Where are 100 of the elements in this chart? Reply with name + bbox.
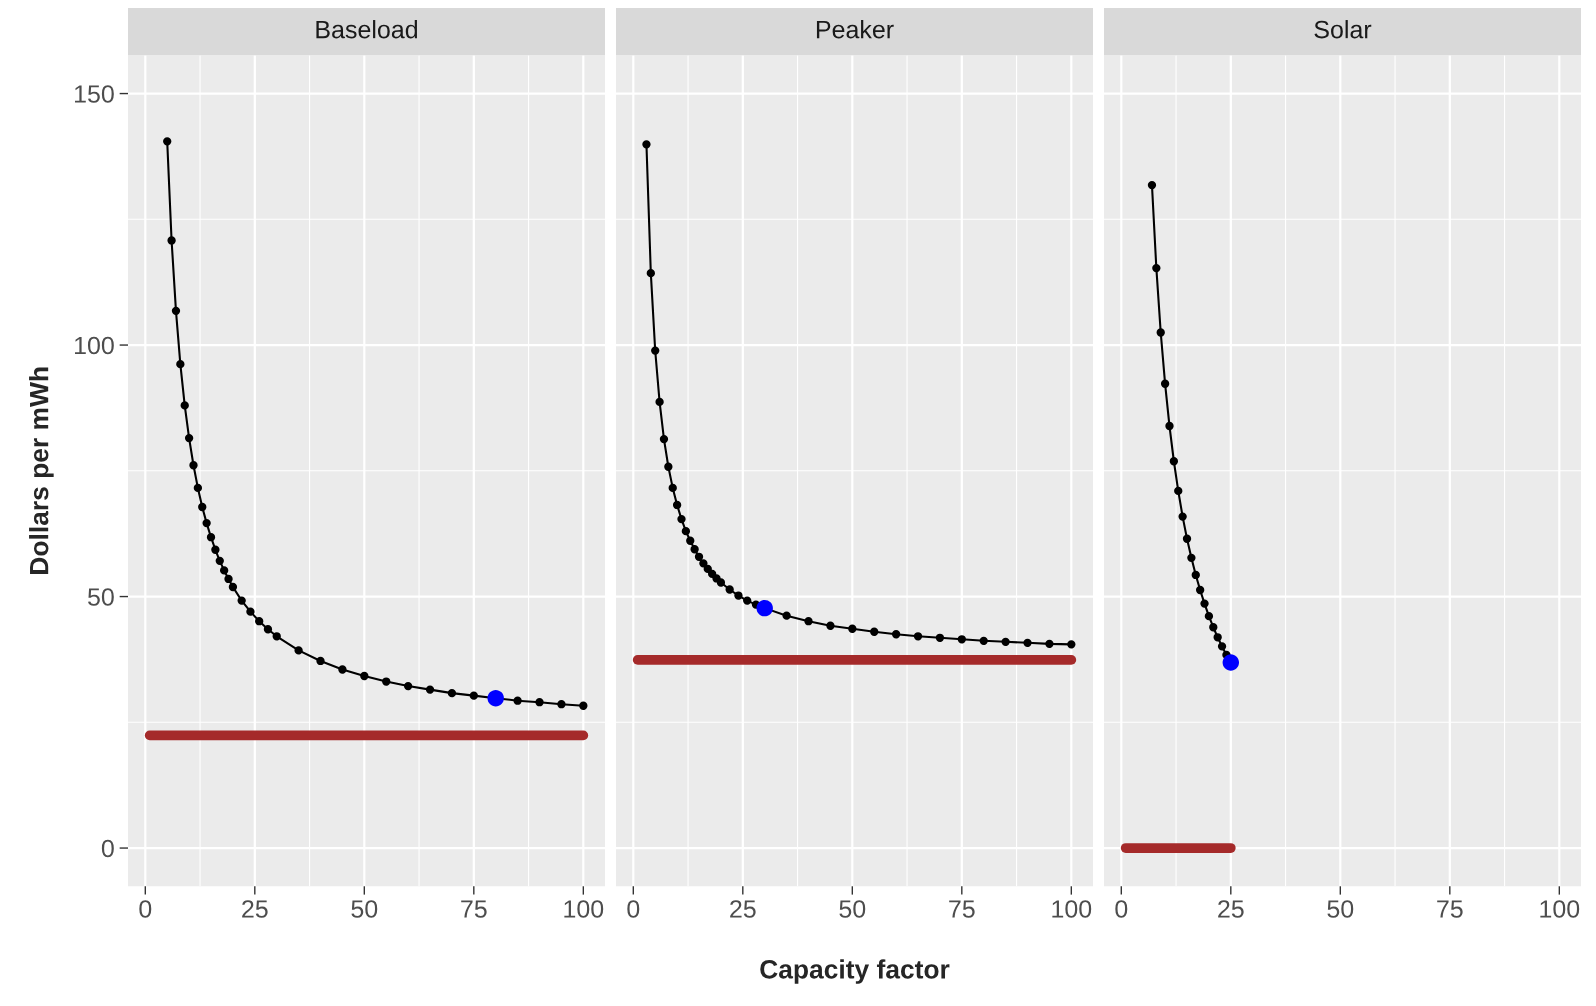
point: [1160, 379, 1170, 388]
point: [659, 434, 669, 444]
point: [228, 582, 238, 592]
point: [382, 677, 391, 686]
point: [215, 556, 224, 566]
x-tick-label: 100: [564, 900, 604, 918]
point: [672, 500, 682, 510]
chart-title: Peaker: [816, 20, 894, 39]
chart-title: Baseload: [316, 20, 418, 39]
point: [272, 632, 281, 641]
y-tick-label: 0: [101, 839, 114, 858]
y-tick-label: 100: [75, 336, 114, 355]
x-tick-label: 100: [1540, 900, 1580, 918]
point: [1023, 638, 1032, 647]
point: [1165, 421, 1174, 431]
point: [743, 596, 752, 605]
x-tick-label: 50: [1327, 900, 1354, 918]
point: [725, 585, 734, 594]
point: [1217, 642, 1227, 651]
x-tick-label: 50: [351, 900, 378, 918]
point: [219, 566, 229, 575]
y-tick-label: 50: [88, 588, 114, 606]
point: [255, 617, 264, 626]
point: [513, 696, 522, 705]
point: [681, 527, 691, 536]
point: [425, 685, 435, 694]
point: [1156, 328, 1165, 337]
point: [193, 483, 203, 493]
point: [338, 665, 347, 674]
point: [469, 691, 478, 700]
point: [1200, 599, 1209, 608]
point: [979, 636, 988, 645]
point: [237, 596, 246, 605]
point: [1213, 633, 1222, 642]
point: [1001, 637, 1010, 646]
point: [826, 621, 835, 630]
point: [1204, 612, 1214, 621]
point: [1191, 570, 1200, 580]
point: [734, 591, 743, 600]
x-tick-label: 75: [461, 900, 487, 918]
point: [189, 461, 198, 470]
chart-title: Solar: [1314, 20, 1372, 39]
point: [1174, 486, 1183, 496]
x-tick-label: 25: [730, 900, 756, 918]
point: [211, 545, 220, 554]
point: [957, 635, 966, 644]
point: [870, 627, 879, 636]
point: [263, 625, 273, 634]
x-tick-label: 25: [242, 900, 268, 918]
point: [1147, 180, 1157, 190]
point: [686, 536, 695, 545]
point: [557, 700, 566, 709]
y-axis-title: Dollars per mWh: [29, 367, 54, 574]
point: [167, 236, 176, 245]
point: [1045, 639, 1054, 649]
point: [891, 630, 901, 639]
x-axis-title: Capacity factor: [760, 959, 950, 984]
point: [1067, 640, 1076, 649]
point: [1222, 654, 1240, 671]
point: [690, 545, 699, 554]
point: [180, 401, 189, 410]
point: [198, 502, 207, 512]
y-tick-label: 150: [75, 85, 114, 103]
x-tick-label: 0: [139, 900, 152, 918]
point: [360, 671, 369, 681]
point: [848, 624, 857, 633]
point: [1178, 512, 1187, 521]
point: [579, 701, 588, 710]
point: [176, 360, 185, 369]
point: [224, 574, 233, 584]
x-tick-label: 0: [627, 900, 640, 918]
x-tick-label: 50: [839, 900, 866, 918]
x-tick-label: 25: [1218, 900, 1244, 918]
point: [1187, 553, 1196, 562]
point: [1195, 585, 1205, 595]
point: [1152, 263, 1161, 273]
point: [403, 681, 413, 691]
point: [677, 514, 686, 524]
point: [651, 346, 660, 355]
point: [694, 552, 704, 561]
point: [1169, 457, 1179, 466]
point: [664, 462, 673, 471]
point: [171, 306, 181, 316]
x-tick-label: 100: [1052, 900, 1092, 918]
x-tick-label: 75: [949, 900, 975, 918]
point: [206, 533, 216, 542]
point: [668, 483, 677, 493]
point: [756, 599, 773, 617]
point: [487, 689, 504, 707]
point: [716, 578, 726, 587]
point: [1209, 623, 1218, 632]
point: [163, 137, 172, 146]
point: [935, 633, 945, 642]
point: [184, 433, 194, 443]
point: [655, 397, 664, 407]
point: [642, 140, 651, 149]
x-tick-label: 75: [1437, 900, 1463, 918]
point: [294, 646, 303, 655]
point: [804, 617, 813, 626]
x-tick-label: 0: [1115, 900, 1128, 918]
